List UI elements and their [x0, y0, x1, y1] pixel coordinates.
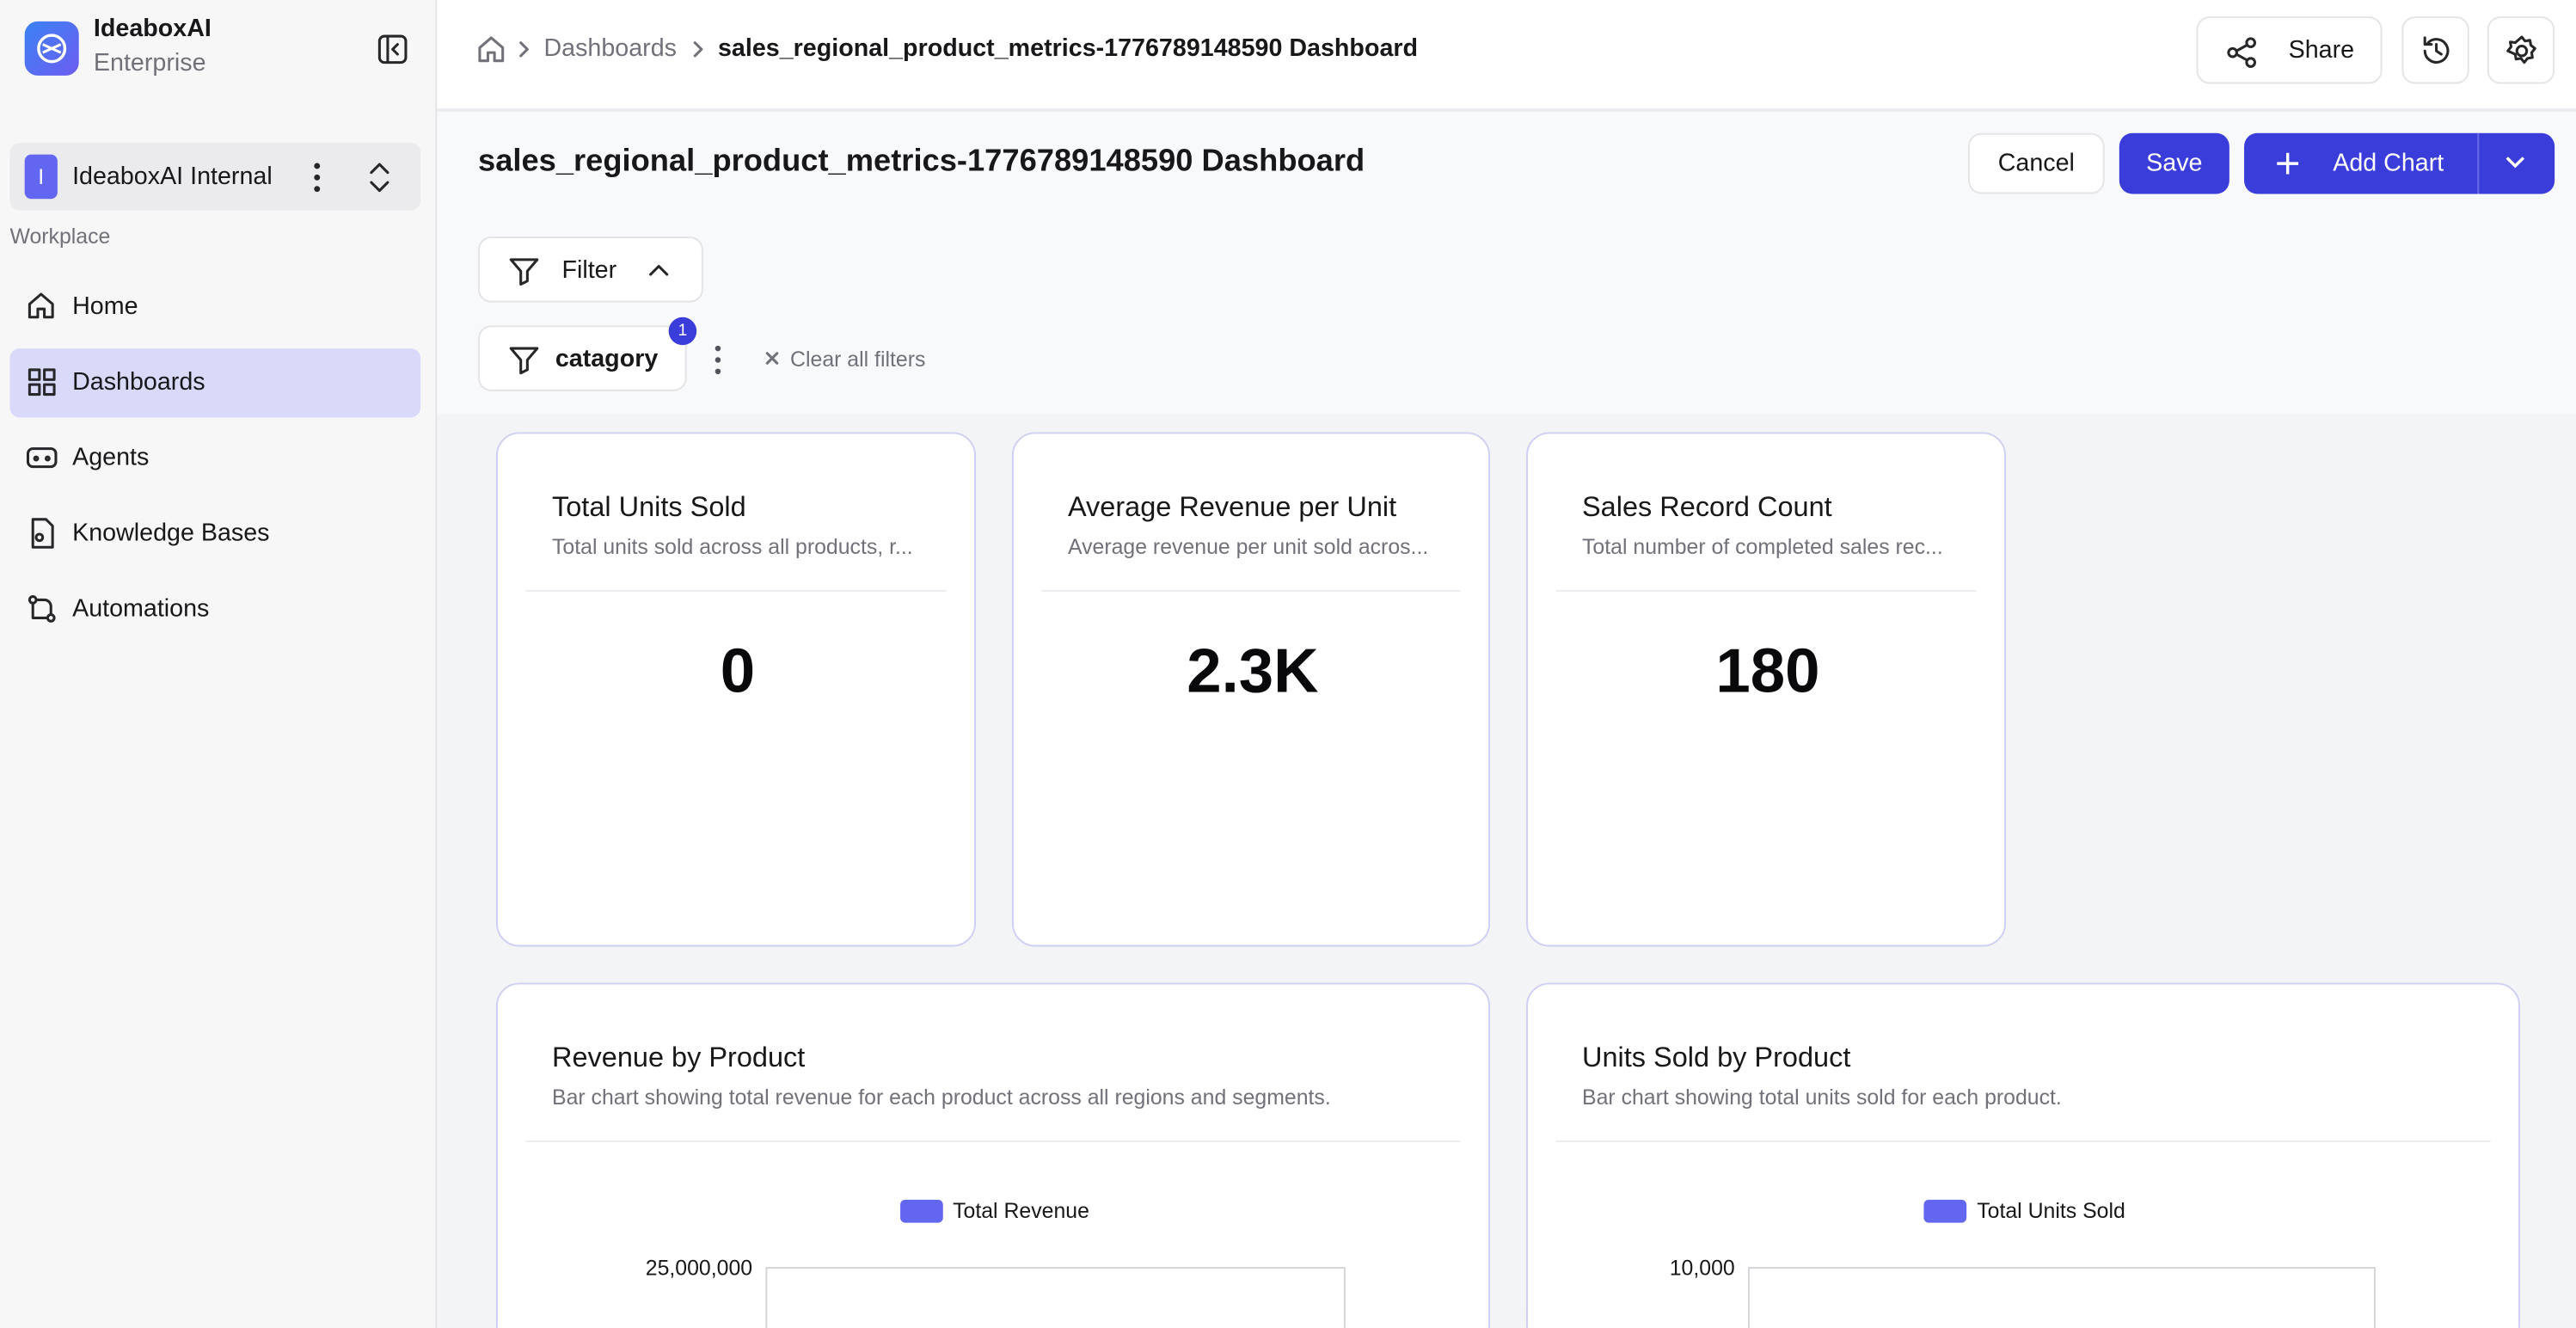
legend-swatch — [899, 1198, 943, 1222]
legend-label: Total Revenue — [953, 1197, 1089, 1223]
nav-item[interactable]: Home — [9, 273, 420, 341]
brand-plan: Enterprise — [93, 49, 206, 77]
kpi-title: Average Revenue per Unit — [1067, 491, 1397, 523]
nav-label: Automations — [72, 594, 210, 624]
filter-chip-label: catagory — [555, 345, 659, 373]
plot-area — [765, 1267, 1346, 1328]
nav-section: Workplace — [9, 223, 111, 249]
nav-label: Home — [72, 292, 138, 321]
kpi-description: Average revenue per unit sold acros... — [1067, 533, 1429, 559]
plot-area — [1747, 1267, 2376, 1328]
y-tick-label: 10,000 — [1669, 1255, 1735, 1281]
legend: Total Units Sold — [1528, 1198, 2522, 1223]
add-chart-label: Add Chart — [2333, 149, 2444, 178]
history-button[interactable] — [2401, 16, 2469, 84]
save-button[interactable]: Save — [2119, 132, 2229, 194]
share-button[interactable]: Share — [2196, 16, 2383, 84]
kpi-description: Total number of completed sales rec... — [1582, 533, 1943, 559]
filter-count-badge: 1 — [668, 317, 697, 346]
nav-label: Dashboards — [72, 367, 205, 397]
kpi-title: Sales Record Count — [1582, 491, 1832, 523]
workspace-name: IdeaboxAI Internal — [72, 163, 273, 191]
workspace-initial: I — [24, 154, 58, 200]
chart-card: Revenue by Product Bar chart showing tota… — [496, 982, 1492, 1328]
legend-label: Total Units Sold — [1977, 1197, 2125, 1223]
chart-description: Bar chart showing total units sold for e… — [1582, 1085, 2062, 1110]
share-label: Share — [2288, 36, 2355, 65]
page-title: sales_regional_product_metrics-177678914… — [478, 144, 1365, 180]
kpi-card: Sales Record Count Total number of comple… — [1526, 432, 2006, 947]
clear-filters[interactable]: Clear all filters — [790, 347, 926, 372]
clear-icon[interactable] — [764, 350, 780, 366]
chart-title: Units Sold by Product — [1582, 1042, 1851, 1073]
chart-title: Revenue by Product — [551, 1042, 806, 1073]
nav-label: Knowledge Bases — [72, 519, 270, 548]
filter-chip[interactable]: catagory — [478, 325, 687, 391]
collapse-icon[interactable] — [377, 33, 409, 65]
add-chart-button[interactable]: Add Chart — [2244, 132, 2555, 194]
legend: Total Revenue — [498, 1198, 1492, 1223]
kpi-card: Total Units Sold Total units sold across … — [496, 432, 976, 947]
divider — [1041, 589, 1461, 592]
logo — [24, 21, 79, 76]
workspace-switcher[interactable] — [9, 143, 421, 211]
workspace-menu[interactable] — [309, 161, 325, 194]
nav-item[interactable]: Automations — [9, 575, 420, 644]
kpi-card: Average Revenue per Unit Average revenue … — [1011, 432, 1491, 947]
breadcrumb-separator — [693, 41, 703, 58]
settings-button[interactable] — [2487, 16, 2555, 84]
home-icon[interactable] — [476, 34, 506, 64]
cancel-button[interactable]: Cancel — [1968, 132, 2105, 194]
nav-item[interactable]: Dashboards — [9, 348, 421, 418]
filter-label: Filter — [561, 256, 617, 285]
brand-name: IdeaboxAI — [93, 15, 212, 43]
filter-toggle[interactable]: Filter — [478, 237, 703, 303]
nav-item[interactable]: Agents — [9, 424, 420, 493]
legend-swatch — [1924, 1198, 1967, 1222]
nav-label: Agents — [72, 443, 150, 472]
breadcrumb-separator — [519, 41, 529, 58]
chart-description: Bar chart showing total revenue for each… — [551, 1085, 1331, 1110]
kpi-title: Total Units Sold — [551, 491, 746, 523]
kpi-value: 0 — [720, 637, 756, 707]
kpi-value: 180 — [1715, 637, 1820, 707]
divider — [1555, 1140, 2491, 1142]
nav-item[interactable]: Knowledge Bases — [9, 500, 420, 569]
filter-chip-menu[interactable] — [709, 343, 726, 376]
divider — [525, 1140, 1461, 1142]
sidebar — [0, 0, 438, 1328]
kpi-value: 2.3K — [1187, 637, 1319, 707]
divider — [525, 589, 947, 592]
chart-card: Units Sold by Product Bar chart showing t… — [1526, 982, 2522, 1328]
breadcrumb-link[interactable]: Dashboards — [543, 34, 678, 63]
workspace-chevrons[interactable] — [366, 159, 393, 195]
breadcrumb-current: sales_regional_product_metrics-177678914… — [717, 34, 1419, 63]
kpi-description: Total units sold across all products, r.… — [551, 533, 913, 559]
y-tick-label: 25,000,000 — [645, 1255, 753, 1281]
divider — [1555, 589, 1977, 592]
